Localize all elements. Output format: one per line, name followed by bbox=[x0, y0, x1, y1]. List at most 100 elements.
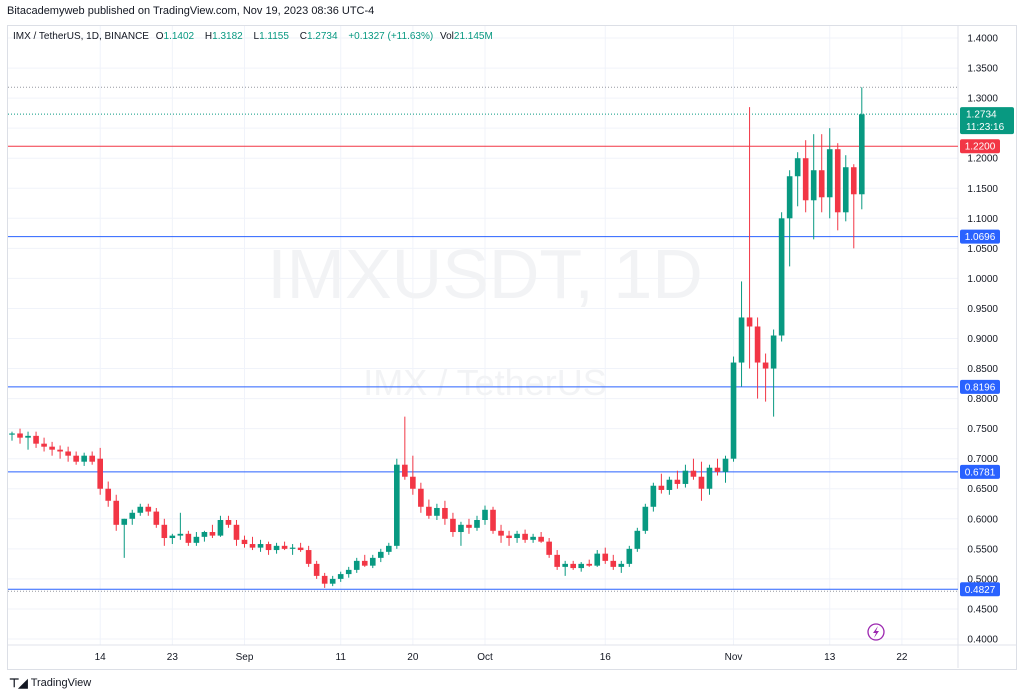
candle-body bbox=[361, 560, 368, 566]
candle-body bbox=[514, 533, 520, 539]
candle-body bbox=[289, 547, 296, 549]
candle-body bbox=[642, 506, 649, 531]
candle bbox=[602, 547, 609, 564]
candle bbox=[418, 482, 424, 513]
level-tag-0.4827-text: 0.4827 bbox=[965, 585, 996, 596]
candle bbox=[618, 560, 625, 573]
candle-body bbox=[426, 506, 432, 516]
y-tick-label: 0.6500 bbox=[967, 484, 998, 495]
candle bbox=[490, 506, 496, 534]
chart-area[interactable] bbox=[7, 25, 1017, 670]
last-price-bg bbox=[960, 107, 1014, 135]
x-tick-label: 23 bbox=[167, 652, 179, 663]
candle bbox=[482, 505, 488, 525]
candle bbox=[698, 461, 705, 501]
candle bbox=[209, 524, 216, 539]
candle bbox=[794, 152, 801, 207]
candle bbox=[345, 566, 352, 578]
candle-body bbox=[850, 167, 857, 195]
candle-body bbox=[586, 563, 593, 566]
x-tick-label: Sep bbox=[236, 652, 254, 663]
candle-body bbox=[474, 519, 480, 528]
candle-body bbox=[466, 524, 472, 528]
candle-body bbox=[834, 149, 841, 213]
candle bbox=[402, 416, 408, 480]
candle bbox=[337, 571, 344, 582]
time-axis: 14 23 Sep 11 20 Oct 16 Nov 13 22 bbox=[95, 652, 908, 663]
candle bbox=[249, 536, 256, 551]
candle bbox=[265, 541, 272, 555]
level-tag-1.2200-bg bbox=[960, 139, 1000, 154]
last-price-value: 1.2734 bbox=[966, 110, 997, 121]
price-labels: 1.2200 1.0696 0.8196 0.6781 0.4827 1.273411:2… bbox=[960, 107, 1014, 597]
candle-body bbox=[137, 506, 144, 513]
candle bbox=[137, 503, 144, 516]
candle bbox=[586, 559, 593, 567]
candle-body bbox=[498, 530, 504, 536]
legend-open: O1.1402 bbox=[155, 31, 195, 42]
candle-body bbox=[738, 317, 745, 363]
candle-body bbox=[25, 435, 31, 438]
candle-body bbox=[682, 470, 689, 484]
candle-body bbox=[434, 507, 440, 516]
candle-body bbox=[313, 563, 320, 576]
candle-body bbox=[810, 170, 817, 201]
tradingview-brand[interactable]: ⊤◢ TradingView bbox=[9, 676, 91, 690]
level-tag-0.6781-text: 0.6781 bbox=[965, 467, 996, 478]
candle bbox=[658, 473, 665, 494]
candle-body bbox=[722, 458, 729, 472]
candle-body bbox=[89, 455, 95, 462]
candle bbox=[273, 542, 280, 554]
candle-body bbox=[241, 539, 248, 545]
candle-body bbox=[369, 557, 376, 566]
flash-icon[interactable] bbox=[867, 623, 885, 641]
candle bbox=[281, 541, 288, 551]
candle bbox=[105, 481, 112, 507]
candle bbox=[538, 532, 544, 543]
y-tick-label: 1.3000 bbox=[967, 94, 998, 105]
y-tick-label: 0.7500 bbox=[967, 424, 998, 435]
candle-body bbox=[385, 545, 392, 552]
candle bbox=[826, 128, 833, 219]
candle-body bbox=[714, 467, 721, 472]
candle bbox=[321, 572, 328, 588]
legend-low: L1.1155 bbox=[253, 31, 289, 42]
legend-symbol: IMX / TetherUS, 1D, BINANCE bbox=[13, 31, 149, 42]
candle-body bbox=[217, 519, 224, 536]
candle-body bbox=[826, 149, 833, 198]
candle bbox=[426, 499, 432, 519]
candle-body bbox=[698, 476, 705, 489]
legend-high: H1.3182 bbox=[204, 31, 243, 42]
candle bbox=[9, 431, 15, 441]
candle-body bbox=[129, 512, 136, 519]
candle bbox=[578, 562, 585, 572]
candle bbox=[377, 548, 384, 563]
candle bbox=[353, 557, 360, 573]
price-axis: 1.40001.35001.30001.25001.20001.15001.10… bbox=[967, 34, 998, 646]
candle-body bbox=[610, 560, 617, 567]
candle-body bbox=[802, 158, 809, 201]
candle bbox=[257, 539, 264, 552]
candle-body bbox=[329, 578, 336, 584]
candle bbox=[65, 446, 71, 462]
candle bbox=[690, 458, 697, 480]
candle-body bbox=[818, 170, 825, 198]
candle-body bbox=[49, 446, 55, 450]
candle bbox=[610, 554, 617, 570]
candle bbox=[458, 521, 464, 546]
candle bbox=[297, 542, 304, 552]
candle bbox=[313, 560, 320, 579]
candle-body bbox=[394, 464, 400, 546]
candle-body bbox=[778, 218, 785, 336]
candle-body bbox=[442, 507, 448, 519]
y-tick-label: 0.4500 bbox=[967, 604, 998, 615]
candle-body bbox=[506, 535, 512, 539]
watermark-subtitle: IMX / TetherUS bbox=[363, 362, 606, 403]
candle bbox=[506, 530, 512, 546]
candle bbox=[97, 447, 103, 495]
candle bbox=[714, 458, 721, 476]
candle-body bbox=[153, 511, 160, 525]
candle bbox=[546, 538, 552, 558]
